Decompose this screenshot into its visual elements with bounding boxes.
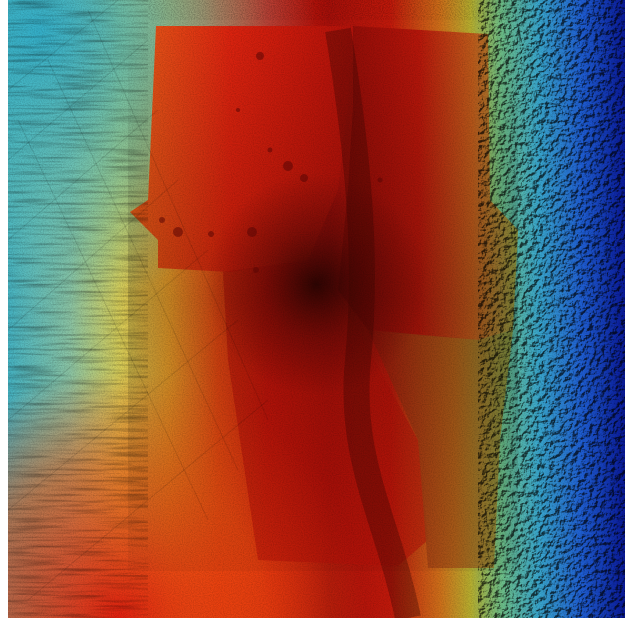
hillshade-texture [8,0,625,618]
pockmarks [159,52,383,273]
bathymetry-relief-image [8,0,625,618]
scour-lines [8,0,269,601]
bathymetry-map [8,0,625,618]
